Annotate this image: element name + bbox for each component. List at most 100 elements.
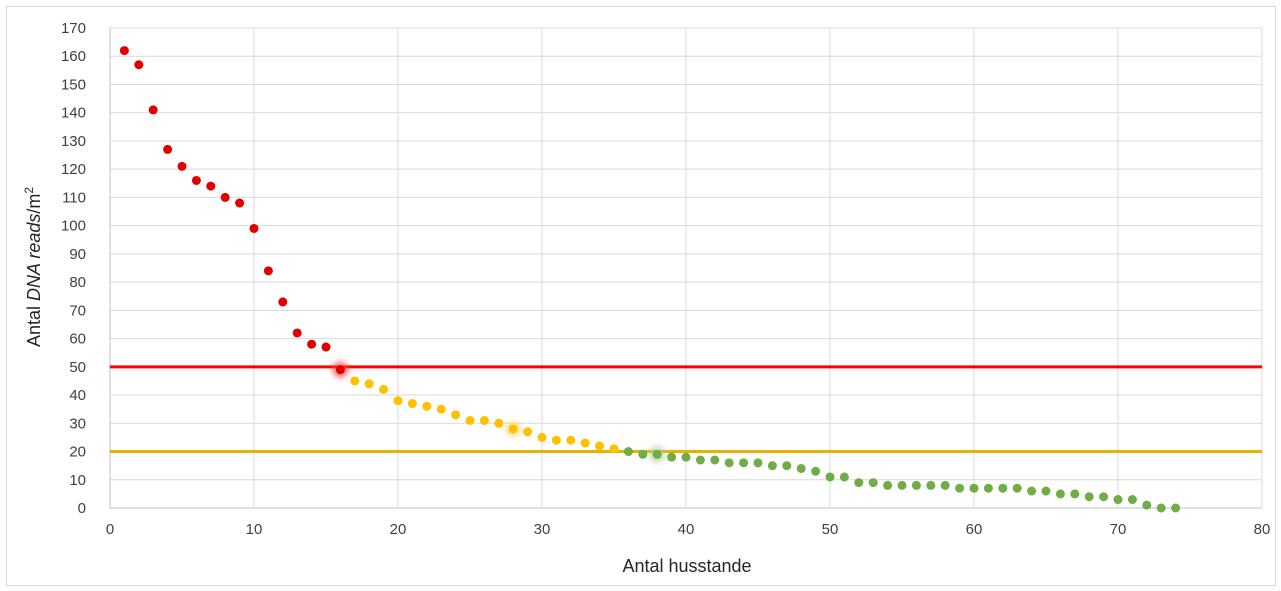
data-point-high xyxy=(307,339,317,349)
data-point-high xyxy=(235,198,245,208)
data-point-low xyxy=(1171,503,1181,513)
data-point-low xyxy=(1084,492,1094,502)
data-point-high xyxy=(249,223,259,233)
tick-labels: 0102030405060708090100110120130140150160… xyxy=(61,20,1270,538)
data-point-low xyxy=(1027,486,1037,496)
data-point-low xyxy=(695,455,705,465)
data-point-high xyxy=(263,266,273,276)
y-tick-label: 40 xyxy=(69,387,86,404)
data-point-low xyxy=(1156,503,1166,513)
chart-frame xyxy=(6,6,1276,586)
data-point-low xyxy=(969,483,979,493)
y-axis-title: Antal DNA reads/m2 xyxy=(22,187,44,347)
data-point-low xyxy=(638,449,648,459)
data-point-low xyxy=(897,480,907,490)
data-point-low xyxy=(998,483,1008,493)
y-tick-label: 160 xyxy=(61,48,86,65)
y-tick-label: 140 xyxy=(61,105,86,122)
y-tick-label: 110 xyxy=(62,189,86,206)
data-point-mid xyxy=(350,376,360,386)
y-tick-label: 120 xyxy=(61,161,86,178)
y-tick-label: 20 xyxy=(69,444,86,461)
data-point-low xyxy=(796,463,806,473)
data-point-low xyxy=(955,483,965,493)
axes xyxy=(109,28,1262,509)
data-point-high xyxy=(292,328,302,338)
y-tick-label: 60 xyxy=(69,331,86,348)
data-point-mid xyxy=(508,424,518,434)
data-point-mid xyxy=(451,410,461,420)
y-axis-title-prefix: Antal xyxy=(24,301,44,347)
data-point-mid xyxy=(465,415,475,425)
y-tick-label: 30 xyxy=(69,415,86,432)
data-point-mid xyxy=(537,432,547,442)
data-point-low xyxy=(1099,492,1109,502)
data-point-low xyxy=(983,483,993,493)
y-tick-label: 0 xyxy=(78,500,86,517)
data-point-low xyxy=(940,480,950,490)
y-tick-label: 150 xyxy=(61,76,86,93)
data-point-low xyxy=(739,458,749,468)
y-axis-title-suffix: /m xyxy=(24,194,44,214)
data-point-mid xyxy=(364,379,374,389)
y-tick-label: 80 xyxy=(69,274,86,291)
data-point-mid xyxy=(393,396,403,406)
data-point-low xyxy=(667,452,677,462)
y-axis-title-superscript: 2 xyxy=(22,187,36,194)
data-point-mid xyxy=(422,401,432,411)
data-point-low xyxy=(767,461,777,471)
data-point-mid xyxy=(379,384,389,394)
x-tick-label: 70 xyxy=(1110,521,1127,538)
data-point-high xyxy=(206,181,216,191)
data-point-low xyxy=(854,478,864,488)
data-point-low xyxy=(1012,483,1022,493)
x-tick-label: 10 xyxy=(246,521,263,538)
data-point-low xyxy=(1041,486,1051,496)
data-point-mid xyxy=(566,435,576,445)
data-point-low xyxy=(753,458,763,468)
data-point-high xyxy=(163,144,173,154)
y-tick-label: 170 xyxy=(61,20,86,37)
data-point-low xyxy=(1113,495,1123,505)
x-tick-label: 60 xyxy=(966,521,983,538)
data-point-high xyxy=(278,297,288,307)
data-point-low xyxy=(868,478,878,488)
data-point-low xyxy=(811,466,821,476)
x-axis-title: Antal husstande xyxy=(622,556,751,576)
data-point-mid xyxy=(436,404,446,414)
data-point-mid xyxy=(609,444,619,454)
data-point-low xyxy=(782,461,792,471)
data-point-low xyxy=(825,472,835,482)
data-point-mid xyxy=(494,418,504,428)
data-point-low xyxy=(652,449,662,459)
threshold-lines xyxy=(110,365,1262,454)
y-tick-label: 100 xyxy=(61,218,86,235)
data-point-low xyxy=(623,447,633,457)
data-point-high xyxy=(220,192,230,202)
x-tick-label: 20 xyxy=(390,521,407,538)
data-point-mid xyxy=(595,441,605,451)
data-point-low xyxy=(1055,489,1065,499)
data-points xyxy=(119,46,1181,513)
data-point-high xyxy=(335,365,345,375)
data-point-high xyxy=(191,175,201,185)
data-point-mid xyxy=(580,438,590,448)
data-point-high xyxy=(321,342,331,352)
data-point-low xyxy=(1142,500,1152,510)
data-point-mid xyxy=(523,427,533,437)
data-point-low xyxy=(724,458,734,468)
x-tick-label: 80 xyxy=(1254,521,1271,538)
data-point-high xyxy=(177,161,187,171)
y-tick-label: 70 xyxy=(69,302,86,319)
gridlines xyxy=(110,27,1263,508)
data-point-low xyxy=(911,480,921,490)
y-tick-label: 50 xyxy=(69,359,86,376)
data-point-high xyxy=(148,105,158,115)
y-tick-label: 130 xyxy=(61,133,86,150)
data-point-low xyxy=(710,455,720,465)
data-point-low xyxy=(839,472,849,482)
x-tick-label: 0 xyxy=(106,521,114,538)
data-point-low xyxy=(883,480,893,490)
data-point-mid xyxy=(407,399,417,409)
